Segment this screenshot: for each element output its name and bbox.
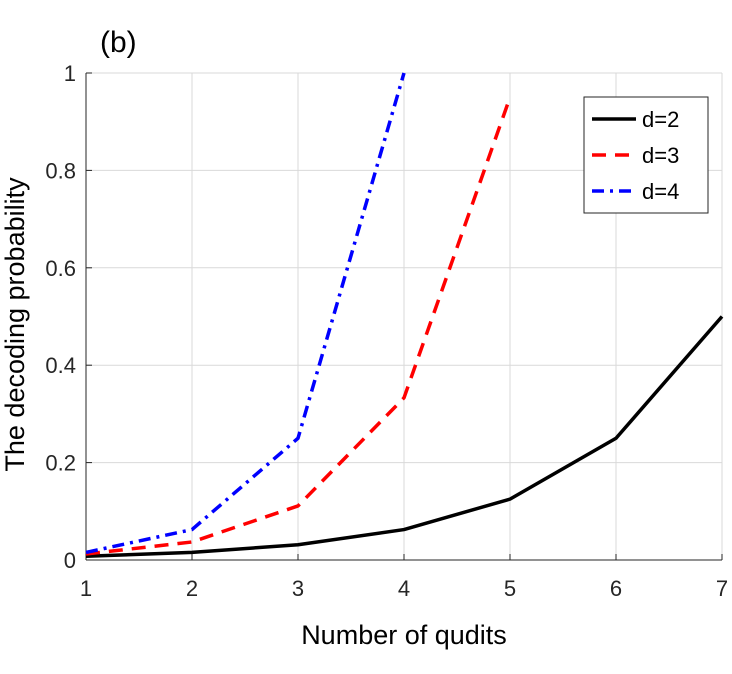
y-tick-label: 0.8: [45, 158, 76, 183]
panel-label: (b): [100, 26, 137, 59]
y-tick-label: 0.4: [45, 353, 76, 378]
x-tick-label: 3: [292, 576, 304, 601]
y-tick-label: 1: [64, 61, 76, 86]
y-tick-label: 0: [64, 548, 76, 573]
x-tick-label: 7: [716, 576, 728, 601]
legend-label: d=4: [642, 179, 679, 204]
series-line-d=3: [85, 96, 512, 556]
series-line-d=4: [85, 72, 406, 555]
axes: [85, 72, 723, 561]
legend-label: d=3: [642, 143, 679, 168]
legend-label: d=2: [642, 107, 679, 132]
y-tick-label: 0.6: [45, 256, 76, 281]
tick-labels: 1 2 3 4 5 6 7 0 0.2 0.4 0.6 0.8 1: [45, 61, 728, 601]
x-tick-label: 2: [186, 576, 198, 601]
x-tick-label: 5: [504, 576, 516, 601]
x-tick-label: 1: [80, 576, 92, 601]
legend: d=2 d=3 d=4: [583, 96, 709, 214]
series-layer: [85, 72, 724, 558]
y-tick-label: 0.2: [45, 451, 76, 476]
x-axis-label: Number of qudits: [301, 620, 507, 650]
series-line-d=2: [85, 315, 724, 558]
x-tick-label: 4: [398, 576, 410, 601]
y-axis-label: The decoding probability: [0, 177, 30, 472]
x-tick-label: 6: [610, 576, 622, 601]
